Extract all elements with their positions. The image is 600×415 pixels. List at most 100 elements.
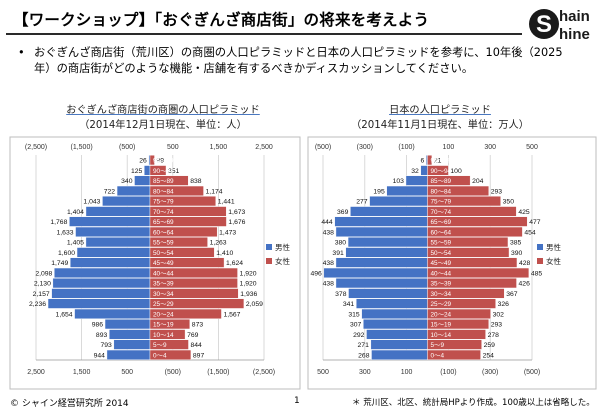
female-value-label: 259 [484,342,496,349]
female-value-label: 1,920 [240,270,257,277]
female-value-label: 21 [434,158,442,165]
male-bar [113,339,151,350]
male-bar [323,267,428,278]
female-value-label: 477 [529,219,541,226]
legend-swatch [266,244,272,250]
male-value-label: 1,633 [57,229,74,236]
female-bar [149,329,186,340]
male-bar [356,298,428,309]
age-band-label: 45〜49 [153,260,174,267]
bottom-tick-label: (1,500) [207,369,229,376]
male-value-label: 1,043 [83,199,100,206]
female-value-label: 204 [472,178,484,185]
male-value-label: 1,404 [67,209,84,216]
female-value-label: 99 [157,158,165,165]
male-value-label: 986 [92,322,104,329]
female-value-label: 278 [488,332,500,339]
female-value-label: 293 [491,188,503,195]
age-band-label: 95〜99 [153,158,174,165]
male-bar [335,257,428,268]
female-bar [427,206,517,217]
age-band-label: 50〜54 [153,250,174,257]
male-bar [104,319,151,330]
male-bar [134,175,151,186]
male-value-label: 1,654 [56,311,73,318]
female-bar [149,298,245,309]
female-bar [427,155,433,166]
male-value-label: 378 [335,291,347,298]
male-value-label: 1,600 [58,250,75,257]
female-value-label: 1,676 [228,219,245,226]
male-bar [345,247,428,258]
male-value-label: 271 [358,342,370,349]
male-bar [116,185,151,196]
male-value-label: 438 [323,229,335,236]
bottom-tick-label: 1,500 [73,369,91,376]
age-band-label: 65〜69 [153,219,174,226]
chart2-title-block: 日本の人口ピラミッド （2014年11月1日現在、単位：万人） [310,101,570,131]
female-bar [427,267,530,278]
age-band-label: 40〜44 [431,270,452,277]
female-bar [427,339,482,350]
age-band-label: 15〜19 [431,322,452,329]
male-bar [370,339,428,350]
age-band-label: 0〜4 [431,352,445,359]
age-band-label: 40〜44 [153,270,174,277]
female-value-label: 454 [524,229,536,236]
female-bar [149,175,189,186]
age-band-label: 55〜59 [153,240,174,247]
legend-swatch [537,258,543,264]
female-value-label: 2,059 [246,301,263,308]
male-value-label: 268 [358,352,370,359]
male-value-label: 438 [323,281,335,288]
female-bar [149,257,225,268]
male-value-label: 944 [94,352,106,359]
male-bar [144,165,151,176]
chart1-title-block: おぐぎんざ商店街の商圏の人口ピラミッド （2014年12月1日現在、単位：人） [28,101,298,131]
page-title: 【ワークショップ】「おぐぎんざ商店街」の将来を考えよう [13,11,430,29]
age-band-label: 15〜19 [153,322,174,329]
male-bar [335,226,428,237]
male-value-label: 125 [131,168,143,175]
female-value-label: 1,936 [240,291,257,298]
male-bar [70,257,151,268]
bottom-tick-label: (300) [482,369,498,376]
male-value-label: 1,405 [67,240,84,247]
top-tick-label: 500 [167,144,179,151]
female-bar [149,267,238,278]
age-band-label: 20〜24 [431,311,452,318]
male-value-label: 32 [411,168,419,175]
male-bar [348,288,428,299]
female-value-label: 769 [187,332,199,339]
pyramid-chart-1: (2,500) 2,500 (1,500) 1,500 (500) 500 500 (500)… [9,136,301,390]
male-value-label: 292 [353,332,365,339]
male-value-label: 793 [100,342,112,349]
bottom-tick-label: 500 [121,369,133,376]
age-band-label: 90〜94 [153,168,174,175]
male-value-label: 496 [310,270,322,277]
male-bar [75,226,151,237]
male-value-label: 26 [139,158,147,165]
legend-label: 男性 [275,242,290,252]
female-bar [149,196,216,207]
female-value-label: 1,174 [206,188,223,195]
male-value-label: 2,098 [35,270,52,277]
female-bar [149,288,239,299]
male-bar [361,308,428,319]
source-note: ＊ 荒川区、北区、統計局HPより作成。100歳以上は省略した。 [352,398,595,408]
female-bar [149,185,204,196]
female-bar [149,278,238,289]
male-value-label: 2,130 [34,281,51,288]
female-bar [427,185,489,196]
female-value-label: 1,263 [210,240,227,247]
female-value-label: 897 [193,352,205,359]
female-bar [427,288,505,299]
bottom-tick-label: 2,500 [27,369,45,376]
title-divider [6,33,522,35]
age-band-label: 45〜49 [431,260,452,267]
top-tick-label: 100 [443,144,455,151]
age-band-label: 90〜94 [431,168,452,175]
female-bar [427,257,518,268]
top-tick-label: 500 [526,144,538,151]
